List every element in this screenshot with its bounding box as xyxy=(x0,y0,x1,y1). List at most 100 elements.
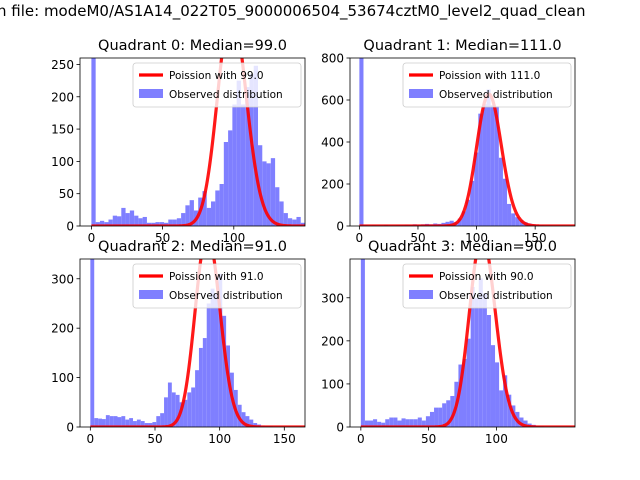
hist-bar xyxy=(215,190,220,226)
hist-bar xyxy=(133,421,137,427)
hist-bar xyxy=(490,345,496,427)
hist-bar xyxy=(421,420,426,427)
hist-bar xyxy=(206,207,212,226)
axes-frame xyxy=(79,258,306,428)
hist-bar xyxy=(101,419,106,427)
hist-bar xyxy=(117,216,122,226)
y-tick-label: 100 xyxy=(321,377,344,391)
hist-bar xyxy=(198,347,203,427)
hist-bar xyxy=(176,218,182,226)
hist-bar xyxy=(191,387,196,427)
hist-bar xyxy=(171,392,176,427)
legend-label-poisson: Poission with 91.0 xyxy=(169,271,264,283)
hist-bar xyxy=(296,216,301,226)
x-tick-label: 100 xyxy=(485,432,508,446)
hist-bar xyxy=(275,187,280,226)
x-tick-label: 50 xyxy=(155,231,170,245)
hist-bar xyxy=(279,201,284,226)
hist-bar xyxy=(457,218,462,226)
hist-bar xyxy=(202,338,207,427)
hist-bar xyxy=(449,220,454,226)
hist-bar xyxy=(138,218,143,226)
hist-bar xyxy=(228,130,233,226)
hist-bar xyxy=(108,219,113,226)
hist-bar xyxy=(249,419,254,427)
hist-bar xyxy=(167,382,172,427)
subplot-title: Quadrant 2: Median=91.0 xyxy=(98,239,287,255)
y-tick-label: 150 xyxy=(51,123,74,137)
legend-patch-observed xyxy=(139,89,163,98)
hist-bar xyxy=(94,418,99,427)
hist-bar xyxy=(218,273,223,427)
y-tick-label: 600 xyxy=(321,94,344,108)
subplot-quadrant-2: Quadrant 2: Median=91.0 0 50 100 150 0 100 200 3… xyxy=(51,239,306,446)
hist-bar xyxy=(202,191,207,226)
legend-label-poisson: Poission with 90.0 xyxy=(439,271,534,283)
hist-bar xyxy=(226,345,230,427)
hist-bar xyxy=(519,220,524,226)
hist-bar xyxy=(478,278,483,427)
hist-bar xyxy=(214,293,219,427)
hist-bar xyxy=(287,218,293,226)
hist-bar xyxy=(409,419,414,427)
hist-bar xyxy=(241,412,246,427)
hist-bar xyxy=(462,358,467,427)
legend-patch-observed xyxy=(139,290,163,299)
hist-bar xyxy=(113,416,118,427)
hist-bar xyxy=(164,222,169,226)
hist-bar xyxy=(364,420,369,427)
y-tick-label: 100 xyxy=(51,371,74,385)
legend-box xyxy=(132,62,302,108)
hist-bar xyxy=(159,222,165,226)
hist-bar xyxy=(470,180,475,226)
hist-bar xyxy=(240,104,246,226)
hist-bar xyxy=(129,210,135,226)
hist-bar xyxy=(266,163,271,226)
legend-patch-observed xyxy=(409,290,433,299)
hist-bar xyxy=(397,420,402,427)
y-tick-label: 200 xyxy=(51,322,74,336)
poisson-curve xyxy=(91,58,305,226)
hist-bar xyxy=(446,400,451,427)
hist-bar xyxy=(179,402,184,427)
hist-bar xyxy=(136,419,141,427)
hist-bar xyxy=(503,375,508,427)
hist-bar xyxy=(494,106,499,226)
legend-label-observed: Observed distribution xyxy=(169,290,283,302)
y-tick-label: 300 xyxy=(51,272,74,286)
hist-bar xyxy=(236,80,241,226)
hist-bar xyxy=(134,215,139,226)
x-tick-label: 50 xyxy=(147,432,162,446)
x-tick-label: 100 xyxy=(465,231,488,245)
y-tick-label: 100 xyxy=(51,155,74,169)
subplot-title: Quadrant 1: Median=111.0 xyxy=(363,38,561,54)
y-tick-label: 800 xyxy=(321,52,344,66)
hist-bar xyxy=(495,362,500,427)
y-tick-label: 200 xyxy=(321,178,344,192)
legend-box xyxy=(132,263,302,309)
hist-bar xyxy=(499,390,504,427)
hist-bar xyxy=(507,394,512,427)
hist-bar xyxy=(429,411,435,427)
hist-bar xyxy=(368,420,374,427)
hist-bar xyxy=(117,417,122,427)
hist-bar xyxy=(253,65,259,226)
legend-label-observed: Observed distribution xyxy=(169,89,283,101)
hist-bar xyxy=(389,417,394,427)
hist-bar xyxy=(144,423,149,427)
x-tick-label: 50 xyxy=(421,432,436,446)
hist-bar xyxy=(187,392,192,427)
hist-bar xyxy=(125,419,130,427)
y-tick-label: 50 xyxy=(59,187,74,201)
hist-bar xyxy=(95,222,100,226)
axes-frame xyxy=(79,57,306,227)
hist-bar xyxy=(490,105,495,226)
hist-bar xyxy=(434,407,439,427)
hist-bar xyxy=(195,370,199,427)
y-tick-label: 250 xyxy=(51,58,74,72)
hist-bar xyxy=(185,205,190,226)
hist-bar xyxy=(164,397,168,427)
hist-bar xyxy=(425,416,430,427)
hist-bar xyxy=(125,213,130,226)
y-tick-label: 0 xyxy=(336,421,344,435)
